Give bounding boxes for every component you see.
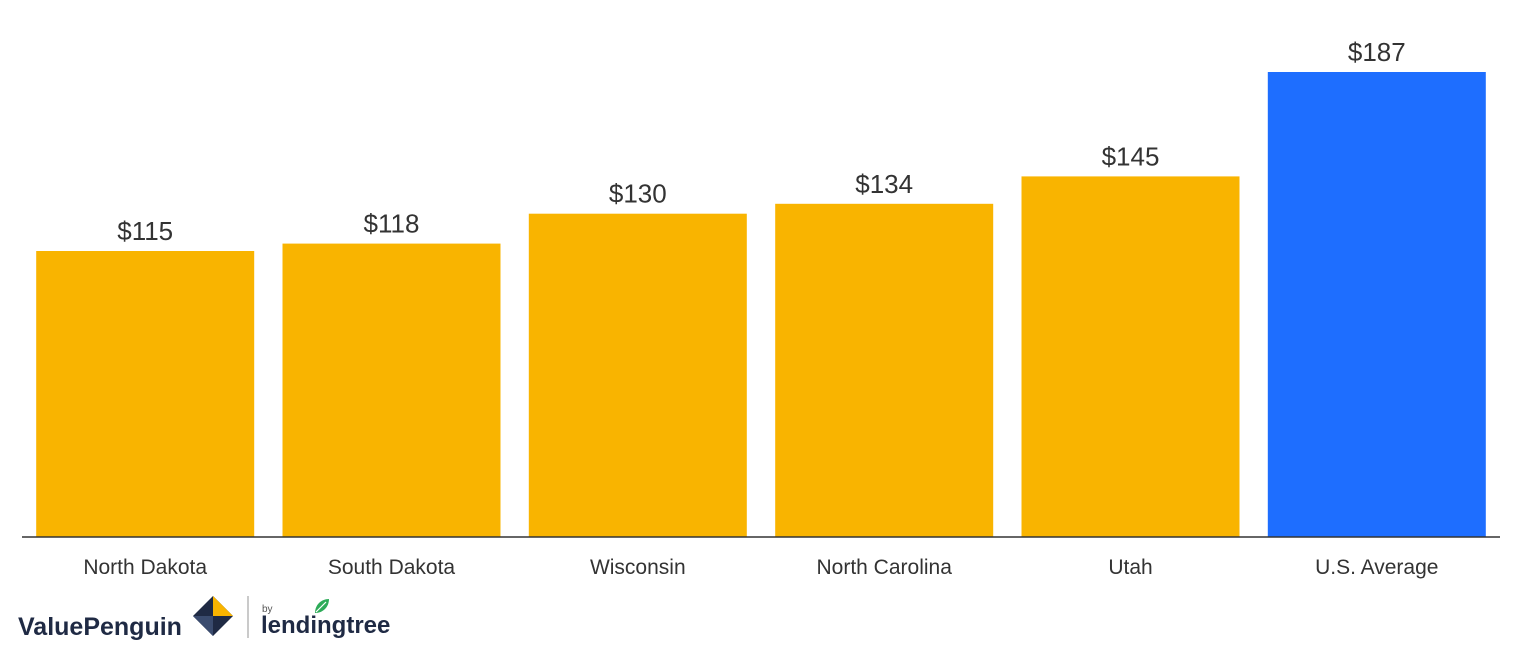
data-label: $145 (1102, 141, 1160, 171)
bar-u-s-average (1267, 72, 1486, 537)
value-labels-group: $115 $118 $130 $134 $145 $187 (117, 37, 1405, 246)
category-label: North Carolina (816, 556, 952, 579)
lendingtree-logo-text: lendingtree (261, 612, 390, 639)
data-label: $187 (1348, 37, 1406, 67)
bar-north-carolina (775, 203, 994, 538)
lendingtree-leaf-icon (315, 599, 329, 613)
bars-group (36, 72, 1486, 538)
category-label: U.S. Average (1315, 556, 1438, 579)
category-label: North Dakota (83, 556, 207, 579)
by-text: by (262, 604, 273, 615)
category-label: Wisconsin (590, 556, 686, 579)
category-labels-group: North Dakota South Dakota Wisconsin North C… (83, 556, 1438, 579)
valuepenguin-diamond-icon (193, 596, 233, 636)
data-label: $134 (855, 169, 913, 199)
data-label: $130 (609, 179, 667, 209)
bar-south-dakota (282, 243, 501, 537)
bar-utah (1021, 176, 1240, 537)
category-label: Utah (1108, 556, 1152, 579)
branding: ValuePenguin by lendingtree (18, 596, 390, 641)
bar-wisconsin (528, 213, 747, 537)
data-label: $115 (117, 216, 173, 246)
valuepenguin-logo-text: ValuePenguin (18, 613, 182, 641)
category-label: South Dakota (328, 556, 456, 579)
data-label: $118 (364, 209, 420, 239)
bar-north-dakota (36, 251, 255, 537)
